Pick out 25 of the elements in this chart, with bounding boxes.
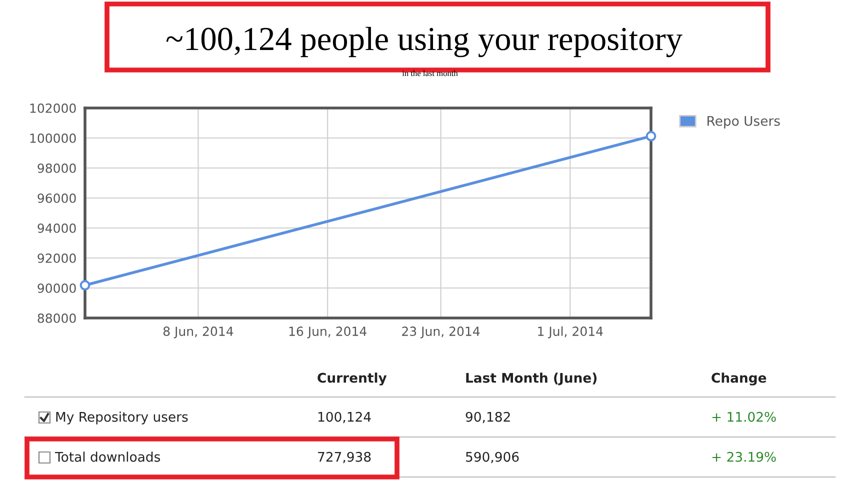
x-tick-label: 16 Jun, 2014 <box>289 326 366 338</box>
category-label: My Repository users <box>56 412 188 424</box>
x-tick-label: 1 Jul, 2014 <box>538 326 603 338</box>
category-label: Total downloads <box>54 452 160 462</box>
category-label: Last Month (June) <box>466 372 597 386</box>
y-tick-label: 88000 <box>38 313 76 323</box>
category-label: Currently <box>318 372 387 386</box>
y-tick-label: 96000 <box>38 193 76 203</box>
y-tick-label: 102000 <box>30 103 76 113</box>
y-tick-label: 100000 <box>30 133 76 143</box>
legend-label: Repo Users <box>708 116 780 128</box>
x-tick-label: 23 Jun, 2014 <box>402 326 480 338</box>
y-tick-label: 92000 <box>38 253 76 263</box>
y-tick-label: 90000 <box>38 283 76 293</box>
y-tick-label: 94000 <box>38 223 76 233</box>
text: 727,938 <box>318 452 371 464</box>
text: + 23.19% <box>712 452 776 462</box>
x-tick-label: 8 Jun, 2014 <box>163 326 234 338</box>
text: 590,906 <box>466 452 519 464</box>
text: 90,182 <box>466 412 510 424</box>
text: 100,124 <box>318 412 371 424</box>
y-tick-label: 98000 <box>38 163 76 173</box>
category-label: Change <box>712 372 766 386</box>
text: + 11.02% <box>712 412 776 422</box>
chart-title: ~100,124 people using your repository <box>166 26 682 58</box>
